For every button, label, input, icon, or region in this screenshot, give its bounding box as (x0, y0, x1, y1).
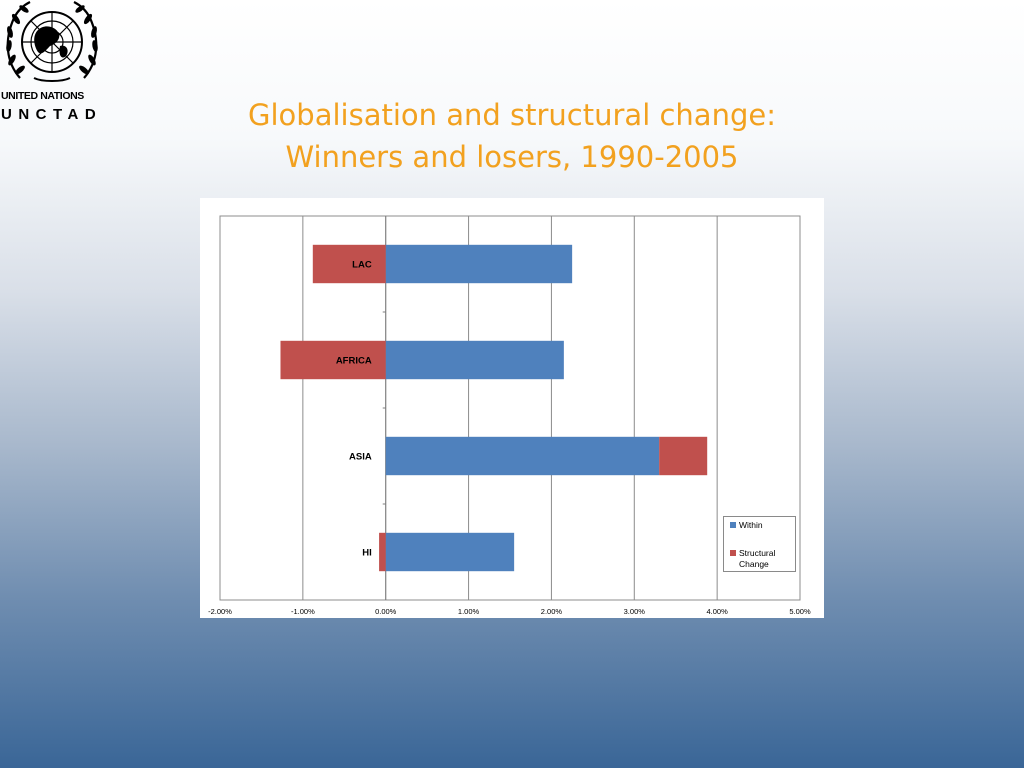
x-tick-label: 1.00% (458, 607, 480, 616)
legend-label-structural-change: Structural Change (739, 548, 776, 569)
legend-swatch-within (730, 522, 736, 528)
category-label-africa: AFRICA (336, 356, 372, 367)
x-tick-label: 2.00% (541, 607, 563, 616)
legend-swatch-structural-change (730, 550, 736, 556)
x-tick-label: 5.00% (789, 607, 811, 616)
legend-item-within: Within (730, 520, 763, 531)
bar-asia-structural-change (659, 436, 708, 476)
bar-chart: -2.00% -1.00% 0.00% 1.00% 2.00% 3.00% 4.00% 5.0… (208, 215, 811, 616)
un-emblem-icon (6, 1, 98, 82)
bar-asia-within (385, 436, 660, 476)
category-label-asia: ASIA (349, 452, 372, 463)
x-tick-label: 0.00% (375, 607, 397, 616)
chart-container: -2.00% -1.00% 0.00% 1.00% 2.00% 3.00% 4.00% 5.0… (200, 198, 824, 618)
unctad-logo: UNITED NATIONS UNCTAD (0, 0, 104, 126)
legend-item-structural-change: Structural Change (730, 548, 792, 570)
x-tick-label: -1.00% (291, 607, 315, 616)
chart-legend: Within Structural Change (723, 516, 796, 572)
bar-lac-structural-change (312, 244, 386, 284)
plot-area-border (219, 215, 801, 601)
page-title: Globalisation and structural change: Win… (200, 94, 824, 178)
bar-lac-within (385, 244, 573, 284)
bar-hi-within (385, 532, 515, 572)
bar-hi-structural-change (379, 532, 386, 572)
bar-africa-within (385, 340, 564, 380)
logo-line-2: UNCTAD (1, 106, 103, 123)
bar-africa-structural-change (280, 340, 386, 380)
x-tick-label: -2.00% (208, 607, 232, 616)
category-label-lac: LAC (352, 260, 372, 271)
title-line-1: Globalisation and structural change: (248, 98, 776, 132)
title-line-2: Winners and losers, 1990-2005 (285, 140, 739, 174)
category-label-hi: HI (362, 548, 372, 559)
x-tick-label: 4.00% (707, 607, 729, 616)
x-tick-label: 3.00% (624, 607, 646, 616)
legend-label-within: Within (739, 520, 763, 530)
logo-line-1: UNITED NATIONS (1, 90, 84, 102)
